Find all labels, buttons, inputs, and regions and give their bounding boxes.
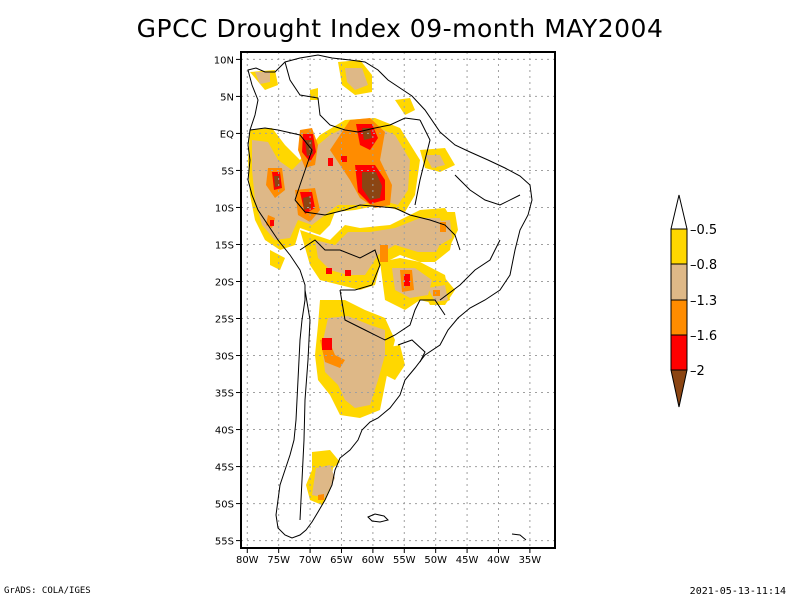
timestamp: 2021-05-13-11:14 [689,586,786,597]
grads-credit: GrADS: COLA/IGES [4,586,91,596]
colorbar-level-label: –1.6 [690,329,717,344]
lon-tick-label: 60W [362,555,385,566]
south-america-coastline [247,54,533,539]
country-border [339,289,446,341]
lat-tick-label: 45S [215,463,234,474]
lat-tick-label: 15S [215,240,234,251]
lat-tick-label: 55S [215,537,234,548]
colorbar-level-label: –0.5 [690,223,717,238]
drought-region [312,465,335,498]
drought-region [322,338,332,350]
country-border [409,214,461,251]
lat-tick-label: 50S [215,500,234,511]
drought-region [303,196,311,210]
drought-region [326,268,332,274]
country-border [299,239,381,291]
country-border [284,61,359,133]
colorbar-box-4 [670,334,688,371]
lon-tick-label: 65W [330,555,353,566]
drought-region [362,128,372,140]
latitude-axis: 10N 5N EQ 5S 10S 15S 20S 25S 30S 35S 40S 45S 50S 55S [214,55,241,548]
drought-region [328,158,333,166]
drought-region [270,220,274,226]
country-border [439,239,501,301]
colorbar-level-label: –1.3 [690,294,717,309]
drought-region [433,290,440,296]
drought-region [345,270,351,276]
lat-tick-label: 20S [215,277,234,288]
drought-region [425,155,445,168]
lat-tick-label: EQ [220,129,234,140]
country-border [249,127,313,201]
colorbar-level-label: –2 [690,364,705,379]
lat-tick-label: 25S [215,315,234,326]
colorbar-level-label: –0.8 [690,258,717,273]
drought-region [432,220,452,245]
country-border [454,174,521,206]
drought-region [341,156,347,162]
country-border [397,339,426,363]
drought-region [255,72,270,84]
drought-region [322,316,385,408]
drought-fields [248,60,458,505]
lon-tick-label: 40W [487,555,510,566]
colorbar-box-3 [670,299,688,336]
lat-tick-label: 10S [215,203,234,214]
falkland-islands [367,513,389,523]
lat-tick-label: 5N [220,92,234,103]
plot-frame [240,51,556,549]
lon-tick-label: 45W [456,555,479,566]
drought-region [318,494,324,500]
drought-region [395,98,415,115]
south-georgia [511,533,527,541]
lat-tick-label: 35S [215,389,234,400]
drought-region [362,172,382,200]
lon-tick-label: 80W [236,555,259,566]
colorbar-box-2 [670,263,688,301]
coastlines-and-borders [247,54,533,541]
drought-region [385,345,405,380]
lon-tick-label: 75W [267,555,290,566]
country-border [357,117,421,133]
country-border [299,289,311,521]
colorbar-below-triangle [670,369,688,408]
lat-tick-label: 40S [215,426,234,437]
colorbar-box-1 [670,228,688,265]
lon-tick-label: 50W [424,555,447,566]
drought-region [345,68,368,90]
drought-region [270,250,285,270]
lon-tick-label: 70W [299,555,322,566]
country-border [294,199,411,216]
lat-tick-label: 30S [215,352,234,363]
longitude-axis: 80W 75W 70W 65W 60W 55W 50W 45W 40W 35W [236,548,541,566]
lon-tick-label: 35W [519,555,542,566]
country-border [414,119,431,206]
lat-tick-label: 5S [221,166,234,177]
lat-tick-label: 10N [214,55,234,66]
colorbar-above-triangle [670,194,688,230]
colorbar: –0.5 –0.8 –1.3 –1.6 –2 [670,194,717,408]
drought-region [404,274,410,286]
drought-region [380,245,388,262]
lon-tick-label: 55W [393,555,416,566]
map-title: GPCC Drought Index 09-month MAY2004 [136,14,664,43]
